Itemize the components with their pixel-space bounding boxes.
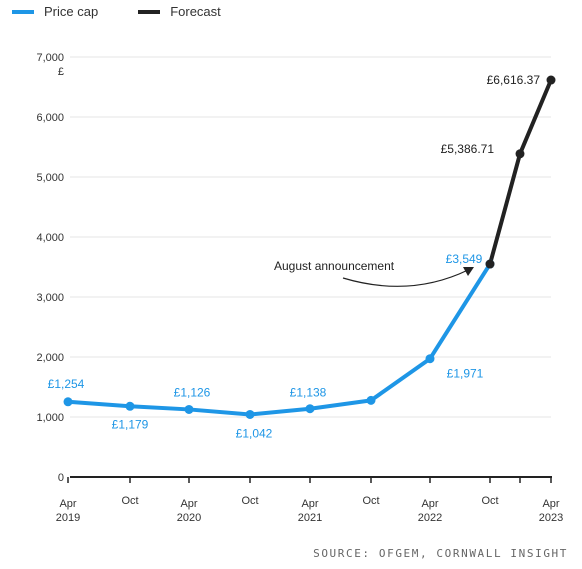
data-label: £1,138	[290, 386, 327, 400]
annotation-arrow	[342, 269, 469, 287]
x-tick-label: Apr	[180, 498, 197, 510]
x-tick-year: 2021	[298, 512, 322, 524]
y-tick-label: 6,000	[36, 112, 64, 124]
data-point	[485, 259, 495, 269]
legend-item-forecast: Forecast	[138, 4, 221, 19]
y-tick-label: 4,000	[36, 232, 64, 244]
annotation-text: August announcement	[274, 259, 395, 273]
data-point	[366, 395, 376, 405]
data-label: £3,549	[446, 252, 483, 266]
data-label: £6,616.37	[487, 73, 541, 87]
data-label: £1,042	[236, 426, 273, 440]
x-tick-label: Apr	[59, 498, 76, 510]
data-point	[305, 404, 315, 414]
x-tick-year: 2019	[56, 512, 80, 524]
y-tick-label: 2,000	[36, 352, 64, 364]
legend-label-forecast: Forecast	[170, 4, 221, 19]
y-tick-label: 3,000	[36, 292, 64, 304]
legend-label-price-cap: Price cap	[44, 4, 99, 19]
data-label: £1,126	[174, 385, 211, 399]
data-point	[546, 75, 556, 85]
x-tick-label: Oct	[481, 495, 498, 507]
data-point	[245, 409, 255, 419]
y-tick-label: 0	[58, 472, 64, 484]
x-tick-label: Oct	[241, 495, 258, 507]
data-point	[515, 149, 525, 159]
data-label: £1,254	[48, 377, 85, 391]
data-point	[425, 354, 435, 364]
x-tick-year: 2022	[418, 512, 442, 524]
x-tick-label: Apr	[301, 498, 318, 510]
y-unit-label: £	[58, 66, 64, 78]
data-label: £1,179	[112, 417, 149, 431]
y-tick-label: 5,000	[36, 172, 64, 184]
y-tick-label: 7,000	[36, 52, 64, 64]
legend-swatch-price-cap	[12, 9, 34, 14]
y-tick-label: 1,000	[36, 412, 64, 424]
series-line-price-cap	[66, 262, 492, 417]
x-tick-label: Oct	[121, 495, 138, 507]
x-tick-label: Apr	[542, 498, 559, 510]
data-point	[125, 401, 135, 411]
data-point	[184, 404, 194, 414]
series-line-forecast	[488, 78, 553, 267]
x-tick-year: 2023	[539, 512, 563, 524]
x-tick-label: Oct	[362, 495, 379, 507]
legend-swatch-forecast	[138, 9, 161, 14]
x-tick-label: Apr	[421, 498, 438, 510]
source-note: SOURCE: OFGEM, CORNWALL INSIGHT	[313, 547, 568, 560]
x-tick-year: 2020	[177, 512, 201, 524]
legend: Price cap Forecast	[12, 4, 261, 19]
data-label: £5,386.71	[441, 142, 495, 156]
legend-item-price-cap: Price cap	[12, 4, 98, 19]
data-point	[63, 397, 73, 407]
data-label: £1,971	[447, 367, 484, 381]
annotation-arrowhead	[463, 267, 474, 276]
